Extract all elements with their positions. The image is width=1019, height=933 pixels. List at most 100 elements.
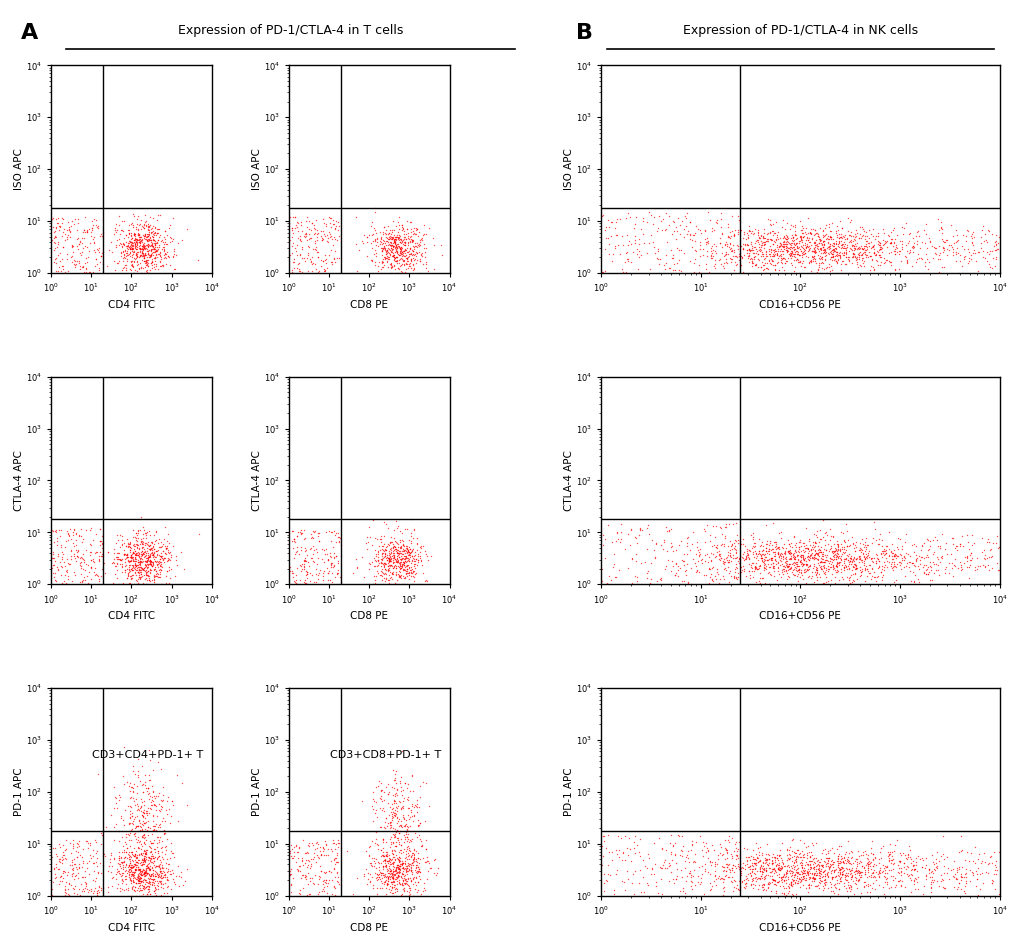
Point	[772, 546, 789, 561]
Point	[701, 534, 717, 549]
Point	[834, 245, 850, 260]
Point	[146, 857, 162, 872]
Point	[718, 220, 735, 235]
Point	[131, 553, 148, 568]
Point	[380, 551, 396, 566]
Point	[156, 867, 172, 882]
Point	[805, 249, 821, 264]
Point	[124, 854, 141, 869]
Point	[749, 882, 765, 897]
Point	[827, 869, 844, 884]
Point	[397, 565, 414, 580]
Point	[391, 568, 408, 583]
Point	[920, 862, 936, 877]
Point	[301, 214, 317, 229]
Point	[44, 850, 60, 865]
Point	[744, 239, 760, 254]
Point	[408, 859, 424, 874]
Point	[112, 237, 128, 252]
Point	[365, 877, 381, 892]
Point	[640, 236, 656, 251]
Point	[159, 237, 175, 252]
Point	[66, 856, 83, 871]
Point	[836, 551, 852, 566]
Point	[679, 536, 695, 550]
Point	[373, 875, 389, 890]
Point	[785, 546, 801, 561]
Point	[663, 553, 680, 568]
Point	[388, 803, 405, 818]
Point	[144, 542, 160, 557]
Point	[748, 871, 764, 886]
Point	[790, 233, 806, 248]
Point	[377, 886, 393, 901]
Point	[712, 219, 729, 234]
Point	[792, 547, 808, 562]
Point	[130, 888, 147, 903]
Point	[140, 564, 156, 578]
Point	[122, 242, 139, 257]
Point	[148, 243, 164, 258]
Point	[131, 813, 148, 828]
Point	[678, 547, 694, 562]
Point	[293, 264, 310, 279]
Point	[105, 545, 121, 560]
Point	[140, 219, 156, 234]
Point	[133, 792, 150, 807]
Point	[396, 856, 413, 871]
Point	[842, 865, 858, 880]
Point	[400, 561, 417, 576]
Point	[140, 853, 156, 868]
Point	[320, 210, 336, 225]
Point	[50, 210, 66, 225]
Point	[376, 574, 392, 589]
Point	[390, 577, 407, 592]
Point	[324, 575, 340, 590]
Point	[906, 558, 922, 573]
Point	[142, 553, 158, 568]
Point	[841, 856, 857, 870]
Point	[783, 258, 799, 272]
Point	[695, 522, 711, 536]
Point	[400, 884, 417, 899]
Point	[695, 567, 711, 582]
Point	[146, 227, 162, 242]
Point	[91, 577, 107, 592]
Point	[777, 243, 794, 258]
Point	[137, 254, 153, 269]
Point	[891, 233, 907, 248]
Point	[826, 248, 843, 263]
Point	[296, 560, 312, 575]
Point	[854, 844, 870, 859]
Point	[679, 205, 695, 220]
Point	[687, 835, 703, 850]
Point	[138, 872, 154, 887]
Point	[142, 851, 158, 866]
Point	[794, 230, 810, 244]
Point	[788, 875, 804, 890]
Point	[815, 576, 832, 591]
Point	[384, 539, 400, 554]
Point	[681, 215, 697, 230]
Point	[886, 575, 902, 590]
Point	[394, 873, 411, 888]
Point	[821, 860, 838, 875]
Point	[378, 230, 394, 245]
Point	[764, 856, 781, 870]
Point	[70, 856, 87, 871]
Point	[863, 252, 879, 267]
Point	[795, 862, 811, 877]
Point	[803, 244, 819, 258]
Point	[156, 885, 172, 900]
Point	[383, 558, 399, 573]
Point	[412, 815, 428, 830]
Point	[297, 553, 313, 568]
Point	[815, 229, 832, 244]
Point	[816, 242, 833, 257]
Point	[405, 564, 421, 579]
Point	[780, 870, 796, 884]
Point	[147, 244, 163, 258]
Point	[841, 557, 857, 572]
Point	[372, 266, 388, 281]
Point	[84, 220, 100, 235]
